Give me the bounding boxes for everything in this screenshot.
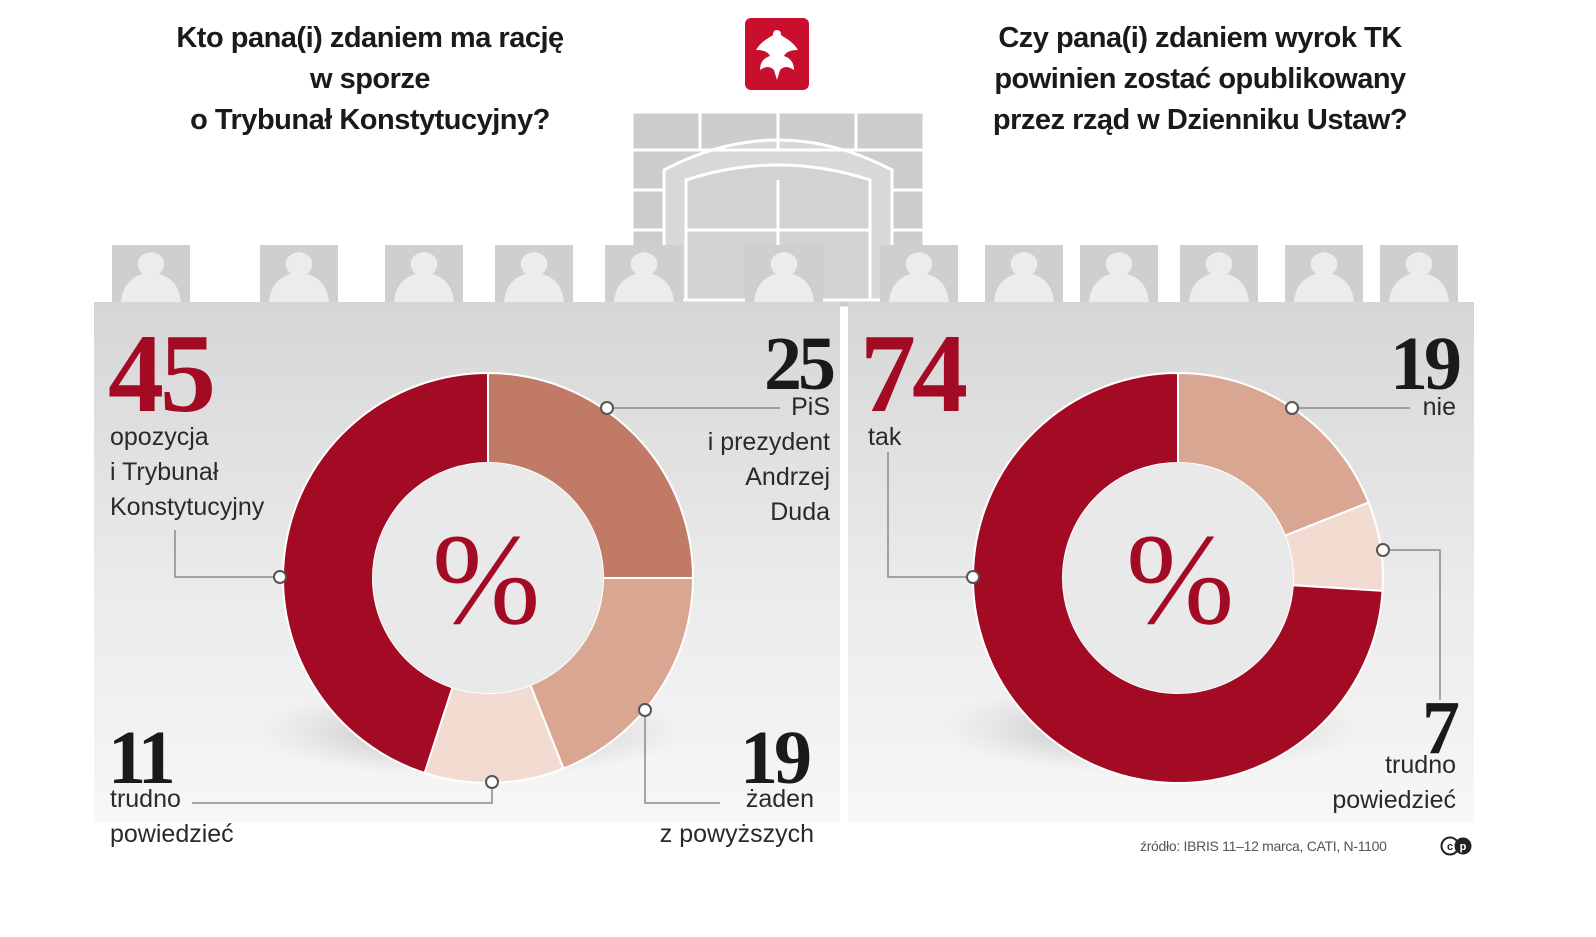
value-left-zaden: 19 [740, 716, 812, 800]
right-donut-hole [1063, 463, 1293, 693]
value-right-trudno: 7 [1422, 686, 1460, 770]
title-line: Kto pana(i) zdaniem ma rację [176, 22, 564, 54]
svg-text:c: c [1447, 841, 1453, 853]
label-line: trudno [1385, 751, 1456, 779]
label-line: żaden [745, 785, 814, 813]
judge-silhouette-4 [614, 252, 674, 302]
judge-silhouette-6 [889, 252, 949, 302]
judges-row [112, 245, 1458, 302]
cp-logo-icon: c p [1440, 836, 1472, 856]
label-right-tak: tak [868, 420, 901, 455]
title-line: Czy pana(i) zdaniem wyrok TK [998, 22, 1402, 54]
value-left-pis: 25 [764, 322, 836, 406]
left-center-percent: % [432, 508, 541, 652]
right-donut-chart [972, 371, 1384, 784]
svg-text:p: p [1460, 841, 1467, 853]
label-line: powiedzieć [110, 820, 234, 848]
marker-left-25 [600, 401, 614, 415]
label-line: Andrzej [745, 463, 830, 491]
label-line: trudno [110, 785, 181, 813]
right-chart-title: Czy pana(i) zdaniem wyrok TK powinien zo… [950, 18, 1450, 141]
title-line: o Trybunał Konstytucyjny? [190, 104, 550, 136]
label-line: z powyższych [659, 820, 814, 848]
value-left-trudno: 11 [108, 716, 176, 800]
marker-left-11 [485, 775, 499, 789]
judge-silhouette-5 [754, 252, 814, 302]
label-line: PiS [791, 393, 830, 421]
title-line: przez rząd w Dzienniku Ustaw? [992, 104, 1408, 136]
value-right-tak: 74 [860, 312, 968, 436]
source-note: źródło: IBRIS 11–12 marca, CATI, N-1100 [1140, 838, 1387, 854]
judge-silhouette-11 [1389, 252, 1449, 302]
marker-left-19 [638, 703, 652, 717]
leader-right-7 [1383, 549, 1441, 700]
tribunal-building [630, 110, 926, 310]
left-donut-hole [373, 463, 603, 693]
left-chart-title: Kto pana(i) zdaniem ma rację w sporze o … [110, 18, 630, 141]
marker-right-7 [1376, 543, 1390, 557]
label-line: Duda [770, 498, 830, 526]
judge-silhouette-10 [1294, 252, 1354, 302]
judge-silhouette-9 [1189, 252, 1249, 302]
label-left-trudno: trudno powiedzieć [110, 782, 234, 852]
label-line: Konstytucyjny [110, 493, 265, 521]
leader-right-74 [887, 452, 973, 578]
label-line: i Trybunał [110, 458, 219, 486]
value-left-opozycja: 45 [108, 312, 216, 436]
label-line: i prezydent [707, 428, 830, 456]
right-center-percent: % [1126, 508, 1235, 652]
judge-silhouette-2 [394, 252, 454, 302]
label-left-zaden: żaden z powyższych [660, 782, 814, 852]
judge-silhouette-3 [504, 252, 564, 302]
label-line: nie [1422, 393, 1456, 421]
label-right-trudno: trudno powiedzieć [1332, 748, 1456, 818]
judge-silhouette-7 [994, 252, 1054, 302]
marker-left-45 [273, 570, 287, 584]
label-line: powiedzieć [1332, 786, 1456, 814]
title-line: powinien zostać opublikowany [994, 63, 1406, 95]
leader-left-19 [644, 710, 720, 804]
marker-right-19 [1285, 401, 1299, 415]
label-line: opozycja [110, 423, 209, 451]
label-line: tak [868, 423, 902, 451]
judge-silhouette-8 [1089, 252, 1149, 302]
value-right-nie: 19 [1390, 322, 1462, 406]
title-line: w sporze [309, 63, 431, 95]
judge-silhouette-1 [269, 252, 329, 302]
polish-emblem-icon [745, 18, 809, 90]
label-left-opozycja: opozycja i Trybunał Konstytucyjny [110, 420, 264, 525]
marker-right-74 [966, 570, 980, 584]
label-left-pis: PiS i prezydent Andrzej Duda [708, 390, 830, 530]
judge-silhouette-0 [121, 252, 181, 302]
leader-left-45 [174, 530, 280, 578]
left-donut-chart [282, 371, 695, 784]
label-right-nie: nie [1423, 390, 1456, 425]
